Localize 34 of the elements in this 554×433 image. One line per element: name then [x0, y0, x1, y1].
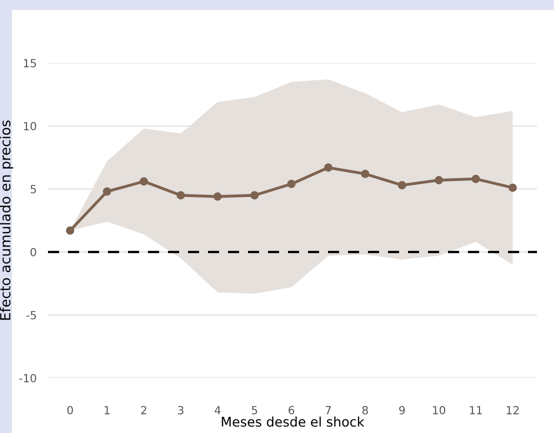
- x-axis-title: Meses desde el shock: [222, 416, 364, 427]
- point: [508, 184, 517, 192]
- point: [213, 192, 222, 201]
- point: [324, 163, 332, 172]
- x-tick-label: 2: [141, 406, 146, 414]
- x-tick-label: 1: [104, 406, 110, 414]
- x-tick-label: 8: [362, 406, 368, 414]
- point: [102, 187, 112, 196]
- y-axis-title: Efecto acumulado en precios: [0, 120, 14, 320]
- point: [66, 226, 74, 235]
- y-tick-label: 0: [30, 248, 36, 256]
- point: [472, 174, 480, 184]
- x-tick-label: 6: [288, 406, 294, 414]
- x-tick-label: 3: [178, 406, 184, 414]
- point: [176, 191, 185, 200]
- x-tick-label: 11: [470, 406, 482, 414]
- x-tick-label: 0: [67, 406, 73, 414]
- y-tick-label: 10: [24, 122, 36, 130]
- point: [434, 176, 444, 184]
- y-tick-label: 15: [24, 59, 36, 68]
- point: [360, 170, 370, 178]
- point: [398, 181, 406, 190]
- x-tick-label: 5: [252, 406, 258, 414]
- point: [140, 177, 148, 186]
- point: [250, 191, 259, 200]
- x-tick-label: 10: [433, 406, 446, 414]
- x-tick-label: 4: [214, 406, 221, 414]
- point: [287, 180, 296, 188]
- y-tick-label: -10: [19, 374, 36, 382]
- y-tick-label: 5: [30, 185, 36, 194]
- y-tick-label: -5: [26, 311, 36, 320]
- x-tick-label: 9: [399, 406, 405, 414]
- x-tick-label: 12: [506, 406, 519, 414]
- x-tick-label: 7: [326, 406, 331, 414]
